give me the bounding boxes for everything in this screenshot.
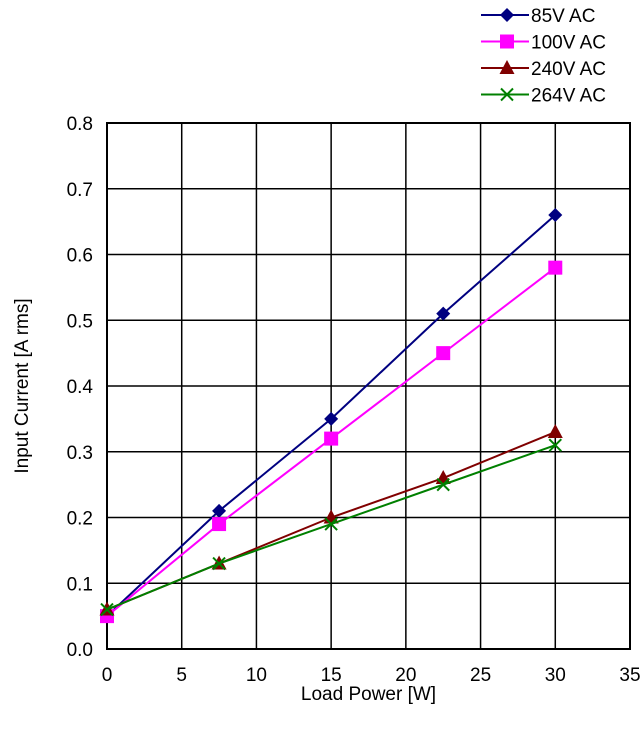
data-point-triangle [547, 424, 563, 439]
plot-area [106, 122, 631, 650]
y-tick-label: 0.5 [67, 311, 93, 332]
x-tick-label: 35 [619, 665, 640, 686]
legend-item: 240V AC [481, 59, 606, 80]
y-tick-label: 0.8 [67, 114, 93, 135]
chart-legend: 85V AC 100V AC 240V AC 264V AC [481, 6, 606, 107]
y-tick-label: 0.6 [67, 246, 93, 267]
y-tick-label: 0.0 [67, 640, 93, 661]
legend-marker-x [500, 87, 514, 102]
series-264v-ac [100, 438, 562, 617]
series-group [99, 208, 563, 624]
legend-marker-square [500, 34, 514, 49]
legend-label: 240V AC [531, 59, 606, 80]
y-tick-label: 0.7 [67, 180, 93, 201]
x-tick-label: 20 [395, 665, 416, 686]
data-point-square [324, 431, 339, 446]
data-point-diamond [324, 411, 339, 426]
legend-label: 85V AC [531, 6, 595, 27]
x-tick-label: 15 [321, 665, 342, 686]
data-point-square [436, 346, 451, 361]
x-tick-label: 5 [176, 665, 187, 686]
grid-lines [106, 122, 631, 650]
legend-label: 264V AC [531, 86, 606, 107]
data-point-x [100, 602, 114, 617]
data-point-diamond [548, 208, 563, 223]
legend-label: 100V AC [531, 33, 606, 54]
series-85v-ac [100, 208, 563, 624]
legend-marker-triangle [499, 60, 515, 74]
x-tick-label: 25 [470, 665, 491, 686]
y-axis-title: Input Current [A rms] [12, 298, 33, 473]
axis-ticks: 0 5 10 15 20 25 30 35 0.0 0.1 0.2 0.3 0.4 0.5 0.6 0.7 0.… [67, 114, 641, 686]
x-tick-label: 0 [102, 665, 113, 686]
legend-item: 85V AC [481, 6, 595, 27]
x-tick-label: 30 [545, 665, 566, 686]
data-point-square [548, 260, 563, 275]
data-point-x [436, 477, 450, 492]
data-point-square [212, 517, 227, 532]
y-tick-label: 0.3 [67, 443, 93, 464]
data-point-diamond [212, 503, 227, 518]
x-tick-label: 10 [246, 665, 267, 686]
y-tick-label: 0.4 [67, 377, 94, 398]
legend-item: 264V AC [481, 86, 606, 107]
y-tick-label: 0.2 [67, 509, 93, 530]
data-point-diamond [436, 306, 451, 321]
x-axis-title: Load Power [W] [301, 684, 436, 705]
data-point-x [324, 517, 338, 531]
legend-marker-diamond [500, 8, 514, 22]
data-point-x [212, 556, 226, 571]
y-tick-label: 0.1 [67, 574, 93, 595]
legend-item: 100V AC [481, 33, 606, 54]
data-point-x [548, 438, 562, 452]
